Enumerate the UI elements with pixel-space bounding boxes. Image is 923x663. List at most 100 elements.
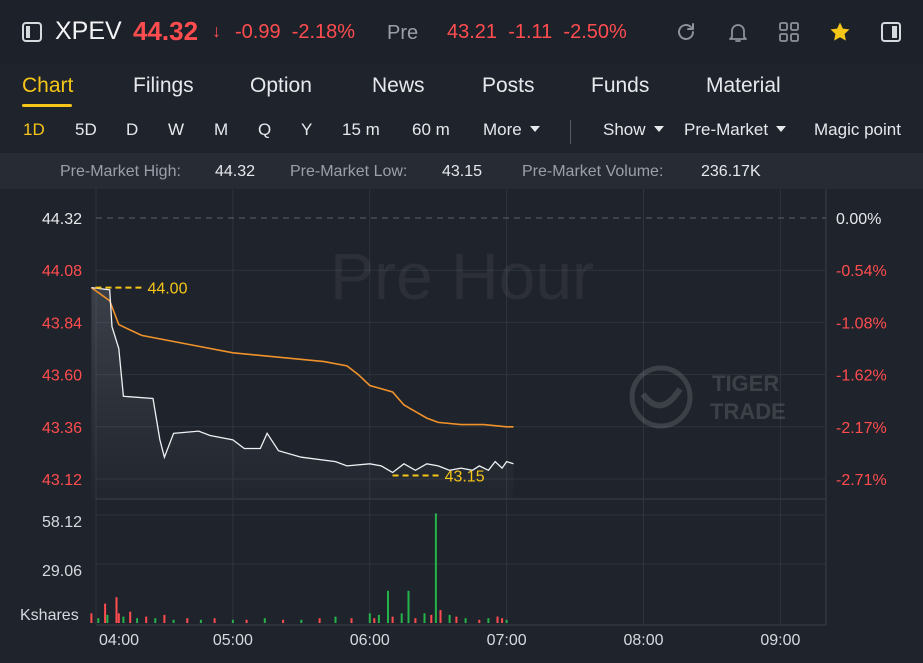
main-tabs: Chart Filings Option News Posts Funds Ma… [0, 64, 923, 108]
high-low-markers: 44.00 43.15 [95, 281, 485, 485]
period-selector: 1D 5D D W M Q Y 15 m 60 m More Show Pre-… [0, 112, 923, 150]
volume-bar [448, 614, 451, 623]
ticker-symbol[interactable]: XPEV [55, 17, 122, 45]
period-1d[interactable]: 1D [23, 120, 45, 139]
chart-series [90, 286, 514, 474]
volume-bar [199, 619, 202, 623]
period-15m[interactable]: 15 m [342, 120, 380, 139]
volume-bar [129, 611, 132, 623]
volume-bar [455, 616, 458, 623]
price-change: -0.99 -2.18% [235, 21, 355, 44]
pre-market-change: -1.11 [508, 21, 553, 43]
x-tick-label: 05:00 [213, 632, 253, 649]
tab-filings[interactable]: Filings [133, 74, 194, 97]
star-icon[interactable] [828, 20, 852, 44]
volume-bar [368, 613, 371, 623]
toolbar-divider [570, 120, 571, 144]
x-tick-label: 06:00 [350, 632, 390, 649]
grid-icon[interactable] [777, 20, 801, 44]
volume-bar [300, 619, 303, 623]
period-quarter[interactable]: Q [258, 120, 272, 139]
logo-text-line-1: TIGER [712, 371, 779, 396]
period-60m[interactable]: 60 m [412, 120, 450, 139]
show-dropdown[interactable]: Show [603, 120, 664, 140]
low-marker-label: 43.15 [445, 468, 485, 485]
percent-tick-label: -1.62% [836, 368, 887, 385]
chevron-down-icon [776, 125, 787, 132]
quote-header: XPEV 44.32 ↓ -0.99 -2.18% Pre 43.21 -1.1… [0, 0, 923, 64]
volume-bar [439, 610, 442, 623]
volume-bar [245, 619, 248, 623]
chart-watermark: Pre Hour [330, 239, 594, 313]
panel-toggle-icon[interactable] [22, 22, 42, 42]
pre-market-high-label: Pre-Market High: [60, 163, 181, 180]
y-tick-label: 43.84 [42, 315, 82, 332]
tab-news[interactable]: News [372, 74, 425, 97]
volume-bar [318, 618, 321, 623]
y-tick-label: 44.32 [42, 211, 82, 228]
volume-bar [90, 613, 93, 623]
tab-funds[interactable]: Funds [591, 74, 650, 97]
tab-chart[interactable]: Chart [22, 74, 74, 97]
volume-bar [122, 616, 125, 623]
tab-material[interactable]: Material [706, 74, 781, 97]
volume-bar [263, 618, 266, 623]
pre-market-label: Pre [387, 22, 419, 44]
pre-market-quote: 43.21 -1.11 -2.50% [447, 21, 627, 44]
x-tick-label: 04:00 [99, 632, 139, 649]
last-price: 44.32 [133, 16, 199, 46]
tab-option[interactable]: Option [250, 74, 312, 97]
period-year[interactable]: Y [301, 120, 313, 139]
pre-market-volume-value: 236.17K [701, 163, 761, 180]
volume-bar [104, 603, 107, 623]
volume-bar [377, 614, 380, 623]
bell-icon[interactable] [726, 20, 750, 44]
volume-bar [423, 613, 426, 623]
volume-bar [407, 590, 410, 624]
volume-bar [213, 618, 216, 623]
period-month[interactable]: M [214, 120, 229, 139]
period-week[interactable]: W [168, 120, 185, 139]
volume-bar [145, 616, 148, 623]
volume-bar [97, 618, 100, 623]
sidebar-icon[interactable] [879, 20, 903, 44]
volume-bar [172, 619, 175, 623]
pre-market-low-label: Pre-Market Low: [290, 163, 408, 180]
volume-bar [154, 618, 157, 623]
period-more-dropdown[interactable]: More [483, 120, 540, 140]
refresh-icon[interactable] [674, 20, 698, 44]
period-day[interactable]: D [126, 120, 139, 139]
tab-posts[interactable]: Posts [482, 74, 535, 97]
percent-tick-label: -2.17% [836, 420, 887, 437]
volume-bar [282, 619, 285, 623]
session-dropdown[interactable]: Pre-Market [684, 120, 787, 140]
volume-bar [231, 619, 234, 623]
pre-market-change-percent: -2.50% [563, 21, 627, 43]
pre-market-high-value: 44.32 [215, 163, 256, 180]
volume-unit-label: Kshares [20, 607, 79, 624]
period-more-label: More [483, 120, 522, 139]
volume-bar [334, 616, 337, 623]
volume-bar [478, 619, 481, 623]
volume-bar [434, 513, 437, 623]
high-marker-label: 44.00 [147, 281, 187, 298]
volume-bar [115, 597, 118, 623]
volume-bar [414, 618, 417, 623]
magic-point-button[interactable]: Magic point [814, 120, 901, 139]
volume-bar [117, 613, 120, 623]
chevron-down-icon [529, 125, 540, 132]
volume-bar [391, 616, 394, 623]
active-tab-indicator [22, 104, 72, 107]
chevron-down-icon [653, 125, 664, 132]
percent-tick-label: -2.71% [836, 472, 887, 489]
y-tick-label: 43.60 [42, 368, 82, 385]
percent-tick-label: -1.08% [836, 315, 887, 332]
pre-market-stats: Pre-Market High: 44.32 Pre-Market Low: 4… [0, 153, 923, 189]
price-change-percent: -2.18% [291, 21, 356, 43]
price-area-fill [91, 287, 514, 499]
period-5d[interactable]: 5D [75, 120, 97, 139]
volume-tick-label: 29.06 [42, 563, 82, 580]
volume-bar [350, 618, 353, 623]
price-chart[interactable]: Pre Hour TIGER TRADE 44.00 43.15 04:00 05:… [0, 189, 923, 663]
pre-market-volume-label: Pre-Market Volume: [522, 163, 664, 180]
